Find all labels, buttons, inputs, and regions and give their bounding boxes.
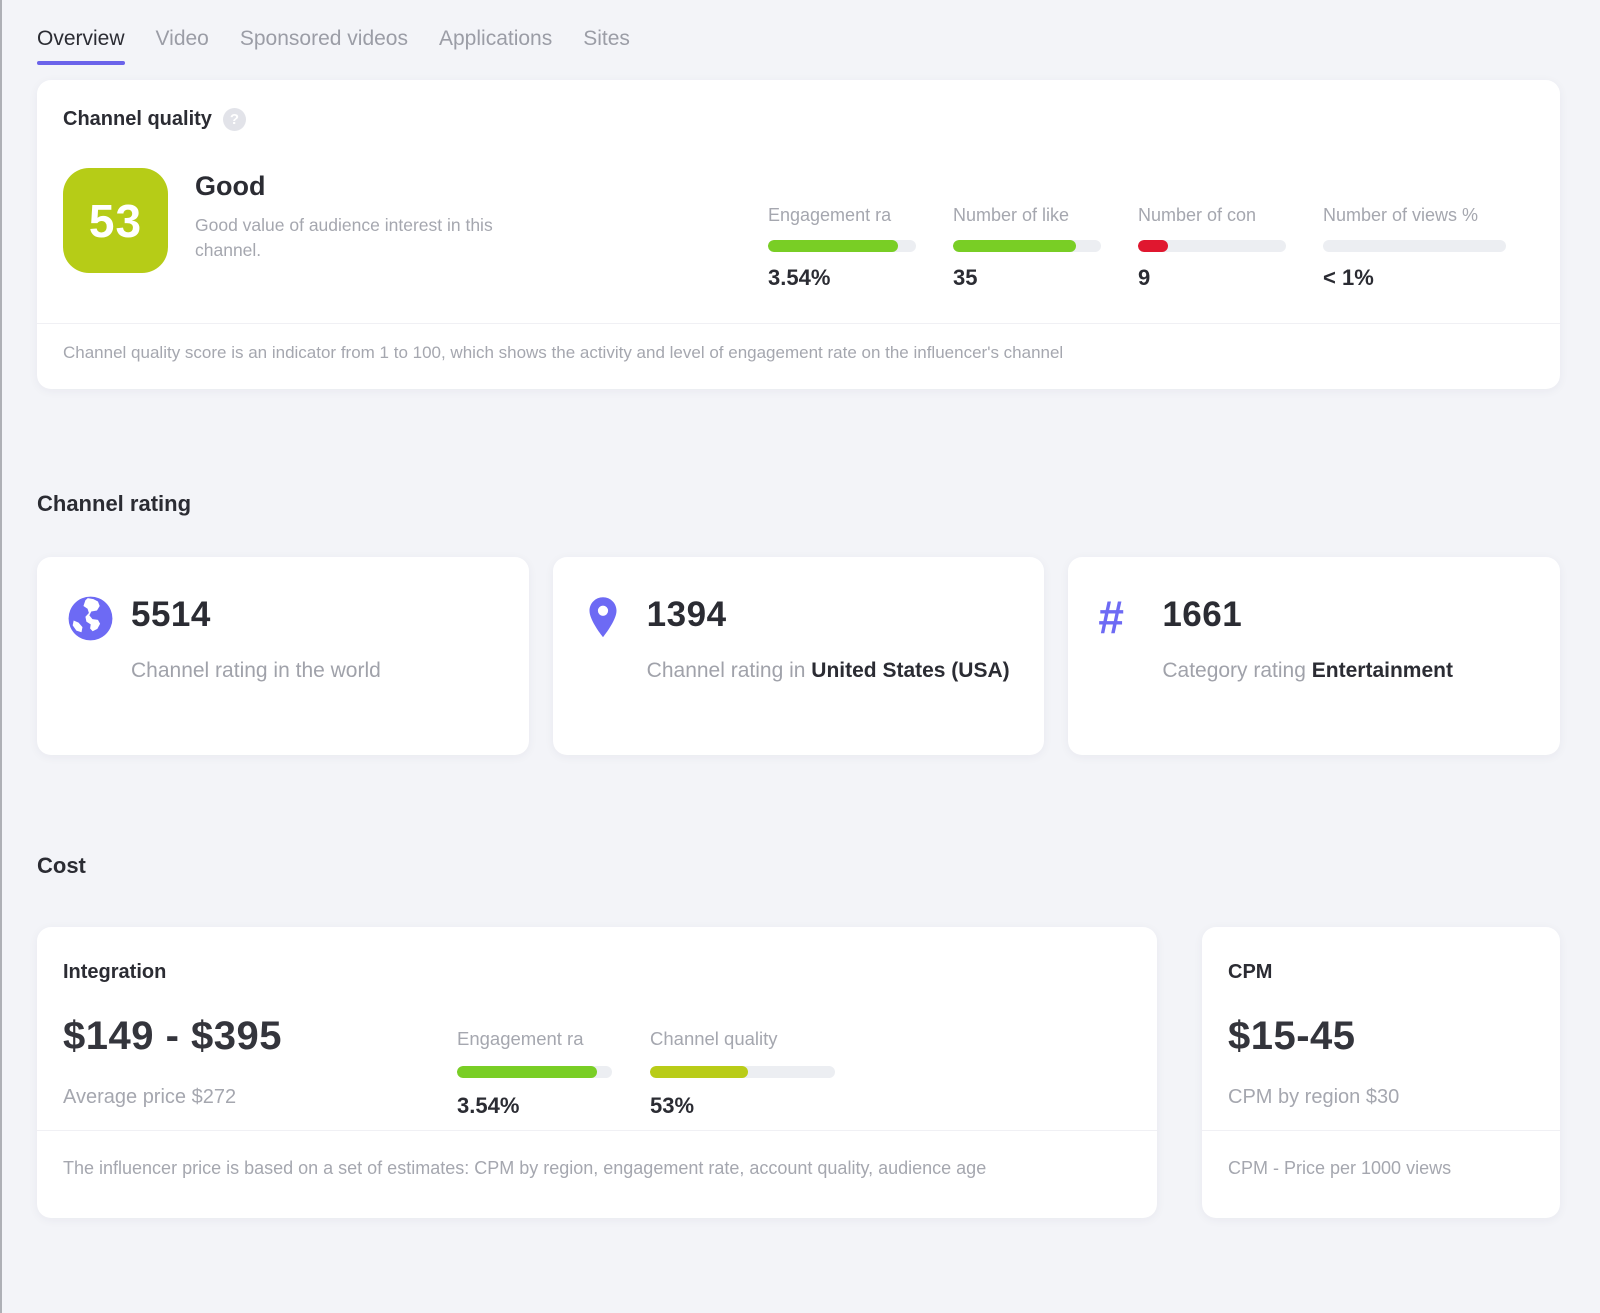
page: Overview Video Sponsored videos Applicat… xyxy=(37,0,1561,1218)
channel-rating-title: Channel rating xyxy=(37,491,192,516)
integration-title: Integration xyxy=(63,961,167,983)
category-rating-value: 1661 xyxy=(1162,595,1243,634)
cpm-card: CPM $15-45 CPM by region $30 CPM - Price… xyxy=(1202,927,1560,1218)
tab-sponsored-videos[interactable]: Sponsored videos xyxy=(239,27,408,50)
hash-icon: # xyxy=(1098,591,1124,643)
world-rating-value: 5514 xyxy=(131,595,211,634)
cpm-price-range: $15-45 xyxy=(1228,1014,1356,1058)
progress-bar xyxy=(768,240,916,252)
metric-number-of-comments: Number of con 9 xyxy=(1138,205,1286,291)
metric-engagement-rate: Engagement ra 3.54% xyxy=(768,205,916,291)
progress-fill xyxy=(650,1066,749,1078)
integration-metrics: Engagement ra 3.54% Channel quality 53 xyxy=(457,1014,835,1119)
integration-footnote: The influencer price is based on a set o… xyxy=(37,1130,1157,1218)
quality-score-badge: 53 xyxy=(63,168,168,273)
progress-bar xyxy=(457,1066,612,1078)
help-icon[interactable]: ? xyxy=(222,108,246,131)
quality-grade: Good xyxy=(195,171,266,201)
progress-fill xyxy=(768,240,899,252)
tab-overview[interactable]: Overview xyxy=(37,27,125,65)
integration-price-range: $149 - $395 xyxy=(63,1014,283,1058)
cpm-by-region: CPM by region $30 xyxy=(1228,1086,1400,1108)
progress-fill xyxy=(953,240,1076,252)
progress-bar xyxy=(953,240,1101,252)
progress-fill xyxy=(1138,240,1168,252)
metric-number-of-likes: Number of like 35 xyxy=(953,205,1101,291)
channel-quality-card: Channel quality ? 53 Good Good value of … xyxy=(37,80,1560,389)
integration-average-price: Average price $272 xyxy=(63,1086,237,1108)
tab-bar: Overview Video Sponsored videos Applicat… xyxy=(37,0,1560,65)
country-rating-value: 1394 xyxy=(646,595,727,634)
cost-title: Cost xyxy=(37,853,86,878)
metric-engagement-rate: Engagement ra 3.54% xyxy=(457,1028,612,1119)
tab-applications[interactable]: Applications xyxy=(439,27,553,50)
progress-bar xyxy=(650,1066,835,1078)
quality-description: Good value of audience interest in this … xyxy=(195,215,493,261)
metric-channel-quality: Channel quality 53% xyxy=(650,1028,835,1119)
integration-card: Integration $149 - $395 Average price $2… xyxy=(37,927,1157,1218)
channel-rating-cards: 5514 Channel rating in the world 1394 Ch… xyxy=(37,557,1561,755)
globe-icon xyxy=(67,595,115,755)
metric-number-of-views: Number of views % < 1% xyxy=(1323,205,1506,291)
channel-quality-title: Channel quality xyxy=(63,108,212,130)
progress-bar xyxy=(1323,240,1506,252)
location-pin-icon xyxy=(583,595,631,755)
category-rating-label: Category rating Entertainment xyxy=(1162,659,1453,682)
progress-bar xyxy=(1138,240,1286,252)
world-rating-card: 5514 Channel rating in the world xyxy=(37,557,529,755)
tab-video[interactable]: Video xyxy=(155,27,209,50)
quality-metrics: Engagement ra 3.54% Number of like 35 xyxy=(768,168,1534,291)
cpm-footnote: CPM - Price per 1000 views xyxy=(1202,1130,1560,1218)
quality-footnote: Channel quality score is an indicator fr… xyxy=(37,323,1560,389)
world-rating-label: Channel rating in the world xyxy=(131,659,381,682)
country-rating-card: 1394 Channel rating in United States (US… xyxy=(552,557,1045,755)
category-rating-card: # 1661 Category rating Entertainment xyxy=(1068,557,1561,755)
cpm-title: CPM xyxy=(1228,961,1273,983)
progress-fill xyxy=(457,1066,597,1078)
country-rating-label: Channel rating in United States (USA) xyxy=(646,659,1010,682)
cost-cards: Integration $149 - $395 Average price $2… xyxy=(37,927,1560,1218)
tab-sites[interactable]: Sites xyxy=(583,27,630,50)
